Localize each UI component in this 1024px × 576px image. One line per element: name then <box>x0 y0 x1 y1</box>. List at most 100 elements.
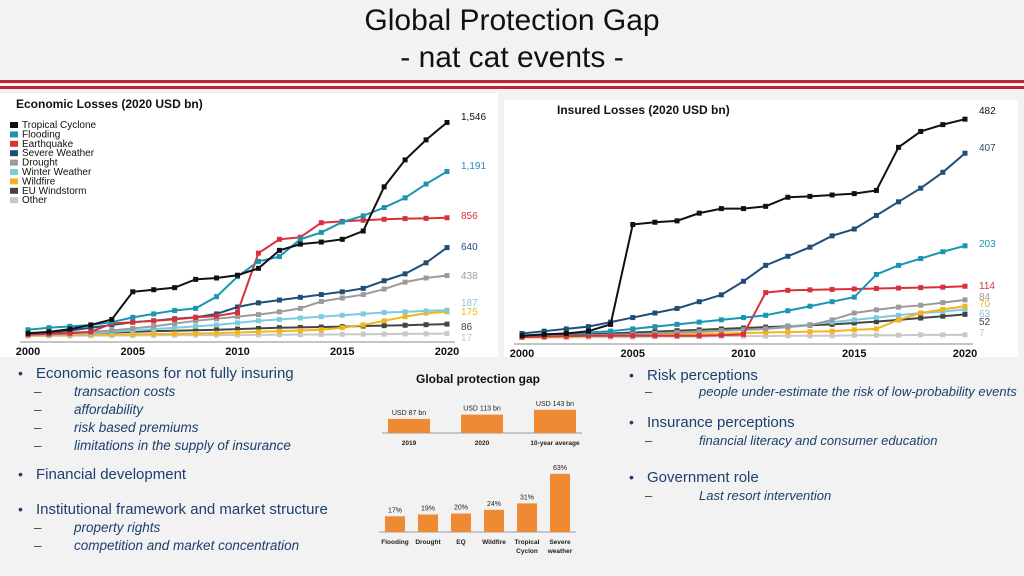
point-flooding <box>851 294 857 300</box>
sub-competition: competition and market concentration <box>14 537 374 555</box>
point-flooding <box>918 256 924 262</box>
end-label-flooding: 1,191 <box>461 161 486 172</box>
sub-property-rights: property rights <box>14 519 374 537</box>
point-severe-weather <box>718 292 724 298</box>
point-eu-windstorm <box>276 325 282 331</box>
point-flooding <box>67 323 73 329</box>
category-label-tropical-cyclon: Cyclon <box>516 548 538 555</box>
point-other <box>896 332 902 338</box>
category-label-eq: EQ <box>456 539 465 546</box>
point-other <box>444 331 450 337</box>
point-winter-weather <box>962 306 968 312</box>
point-flooding <box>46 325 52 331</box>
point-flooding <box>718 317 724 323</box>
point-wildfire <box>109 332 115 338</box>
point-winter-weather <box>360 311 366 317</box>
point-severe-weather <box>88 325 94 331</box>
point-tropical-cyclone <box>785 194 791 200</box>
category-label-wildfire: Wildfire <box>482 539 506 546</box>
point-drought <box>109 327 115 333</box>
category-label-severe-weather: Severe <box>549 539 571 546</box>
point-tropical-cyclone <box>297 241 303 247</box>
point-tropical-cyclone <box>360 228 366 234</box>
point-eu-windstorm <box>444 321 450 327</box>
point-drought <box>235 314 240 320</box>
point-other <box>402 331 408 337</box>
end-label-flooding: 203 <box>979 239 996 250</box>
point-earthquake <box>873 286 879 292</box>
point-other <box>851 332 857 338</box>
point-severe-weather <box>360 285 366 291</box>
point-flooding <box>360 213 366 219</box>
point-tropical-cyclone <box>674 218 680 224</box>
protection-gap-chart: USD 87 bn 2019 USD 113 bn 2020 USD 143 bn 10-… <box>382 401 582 447</box>
point-earthquake <box>88 329 94 335</box>
point-wildfire <box>940 306 946 312</box>
end-label-other: 17 <box>461 333 473 344</box>
point-severe-weather <box>807 244 813 250</box>
point-wildfire <box>918 310 924 316</box>
data-label-2020: USD 113 bn <box>463 406 501 413</box>
point-wildfire <box>851 327 857 333</box>
category-label-severe-weather: weather <box>547 548 573 555</box>
point-other <box>807 333 813 339</box>
point-tropical-cyclone <box>423 137 429 143</box>
point-wildfire <box>339 325 345 331</box>
point-severe-weather <box>896 199 902 205</box>
x-tick-label: 2020 <box>435 346 459 357</box>
legend-label-wildfire: Wildfire <box>22 176 56 187</box>
bar-severe-weather <box>550 473 570 532</box>
point-winter-weather <box>193 323 199 329</box>
point-earthquake <box>235 310 240 316</box>
point-tropical-cyclone <box>918 128 924 134</box>
point-tropical-cyclone <box>130 289 136 295</box>
point-other <box>785 333 791 339</box>
point-flooding <box>674 321 680 327</box>
x-tick-label: 2000 <box>510 348 534 357</box>
point-tropical-cyclone <box>276 247 282 253</box>
point-flooding <box>25 327 31 333</box>
sub-last-resort: Last resort intervention <box>625 487 1021 505</box>
economic-losses-title: Economic Losses (2020 USD bn) <box>16 97 203 111</box>
point-earthquake <box>585 333 591 339</box>
point-tropical-cyclone <box>541 331 547 337</box>
point-flooding <box>630 326 636 332</box>
title-line-1: Global Protection Gap <box>364 4 660 37</box>
point-winter-weather <box>172 325 178 331</box>
legend-label-drought: Drought <box>22 158 58 169</box>
point-flooding <box>807 303 813 309</box>
category-label-10-year-average: 10-year average <box>530 440 580 447</box>
end-label-severe-weather: 407 <box>979 143 996 154</box>
point-other <box>918 332 924 338</box>
point-flooding <box>276 254 282 260</box>
category-label-2020: 2020 <box>475 440 490 447</box>
point-flooding <box>763 312 769 318</box>
point-risk-perceptions: Risk perceptions <box>625 366 1021 385</box>
sub-underestimate-risk: people under-estimate the risk of low-pr… <box>625 385 1021 400</box>
point-severe-weather <box>297 294 303 300</box>
sub-transaction-costs: transaction costs <box>14 383 374 401</box>
point-eu-windstorm <box>318 324 324 330</box>
point-tropical-cyclone <box>563 330 569 336</box>
legend-swatch-other <box>10 197 18 204</box>
point-drought <box>276 309 282 315</box>
data-label-eq: 20% <box>454 505 468 512</box>
point-tropical-cyclone <box>652 219 658 225</box>
point-tropical-cyclone <box>873 187 879 193</box>
end-label-wildfire: 70 <box>979 299 991 310</box>
point-drought <box>381 286 387 292</box>
point-earthquake <box>741 331 746 337</box>
point-tropical-cyclone <box>763 203 769 209</box>
point-wildfire <box>297 327 303 333</box>
x-tick-label: 2020 <box>953 348 977 357</box>
category-label-drought: Drought <box>415 539 441 546</box>
point-drought <box>896 304 902 310</box>
point-tropical-cyclone <box>608 321 614 327</box>
point-flooding <box>962 243 968 249</box>
point-wildfire <box>151 331 157 337</box>
point-eu-windstorm <box>423 322 429 328</box>
point-drought <box>193 318 199 324</box>
point-winter-weather <box>381 310 387 316</box>
point-other <box>423 331 429 337</box>
point-earthquake <box>896 285 902 291</box>
